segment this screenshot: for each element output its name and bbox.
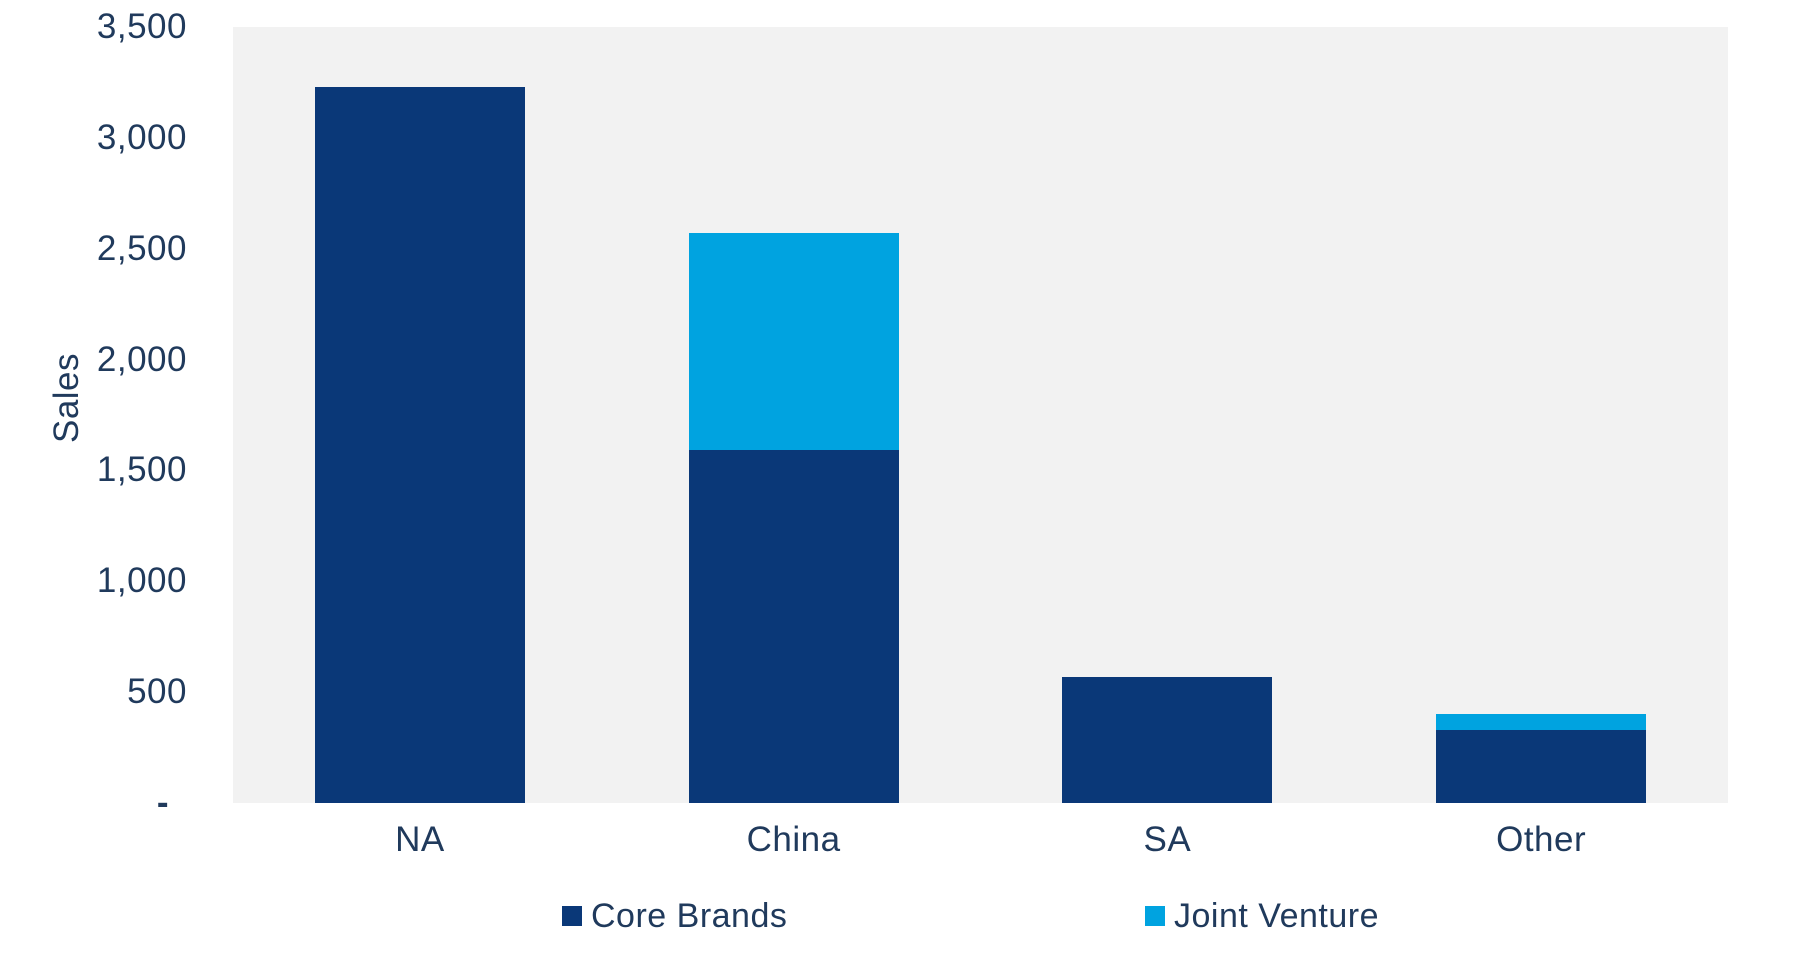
y-tick-label-2500: 2,500 <box>96 228 187 268</box>
plot-area <box>233 27 1728 803</box>
legend-item-joint-venture: Joint Venture <box>1145 896 1379 936</box>
legend-swatch-core-brands <box>562 906 582 926</box>
x-label-na: NA <box>395 820 445 859</box>
y-tick-label-500: 500 <box>127 672 187 712</box>
legend-swatch-joint-venture <box>1145 906 1165 926</box>
y-tick-label-1500: 1,500 <box>96 450 187 490</box>
chart-legend: Core Brands Joint Venture <box>0 896 1800 944</box>
y-tick-label-2000: 2,000 <box>96 339 187 379</box>
bar-segment-core-brands-sa <box>1062 676 1273 803</box>
legend-item-core-brands: Core Brands <box>562 896 787 936</box>
bar-segment-core-brands-china <box>688 450 899 803</box>
legend-label-core-brands: Core Brands <box>591 897 788 935</box>
y-tick-label-0: - <box>156 783 169 822</box>
bar-segment-core-brands-na <box>314 86 525 803</box>
x-label-sa: SA <box>1143 820 1192 859</box>
y-axis-tick-labels: - 500 1,000 1,500 2,000 2,500 3,000 3,500 <box>0 0 187 957</box>
bar-segment-core-brands-other <box>1436 729 1647 803</box>
y-tick-label-1000: 1,000 <box>96 561 187 601</box>
x-axis-category-labels: NA China SA Other <box>233 815 1728 865</box>
legend-label-joint-venture: Joint Venture <box>1174 897 1379 935</box>
x-label-other: Other <box>1496 820 1587 859</box>
y-tick-label-3000: 3,000 <box>96 117 187 157</box>
bar-segment-joint-venture-china <box>688 233 899 451</box>
x-label-china: China <box>746 820 841 859</box>
bar-segment-joint-venture-other <box>1436 714 1647 730</box>
y-tick-label-3500: 3,500 <box>96 7 187 46</box>
